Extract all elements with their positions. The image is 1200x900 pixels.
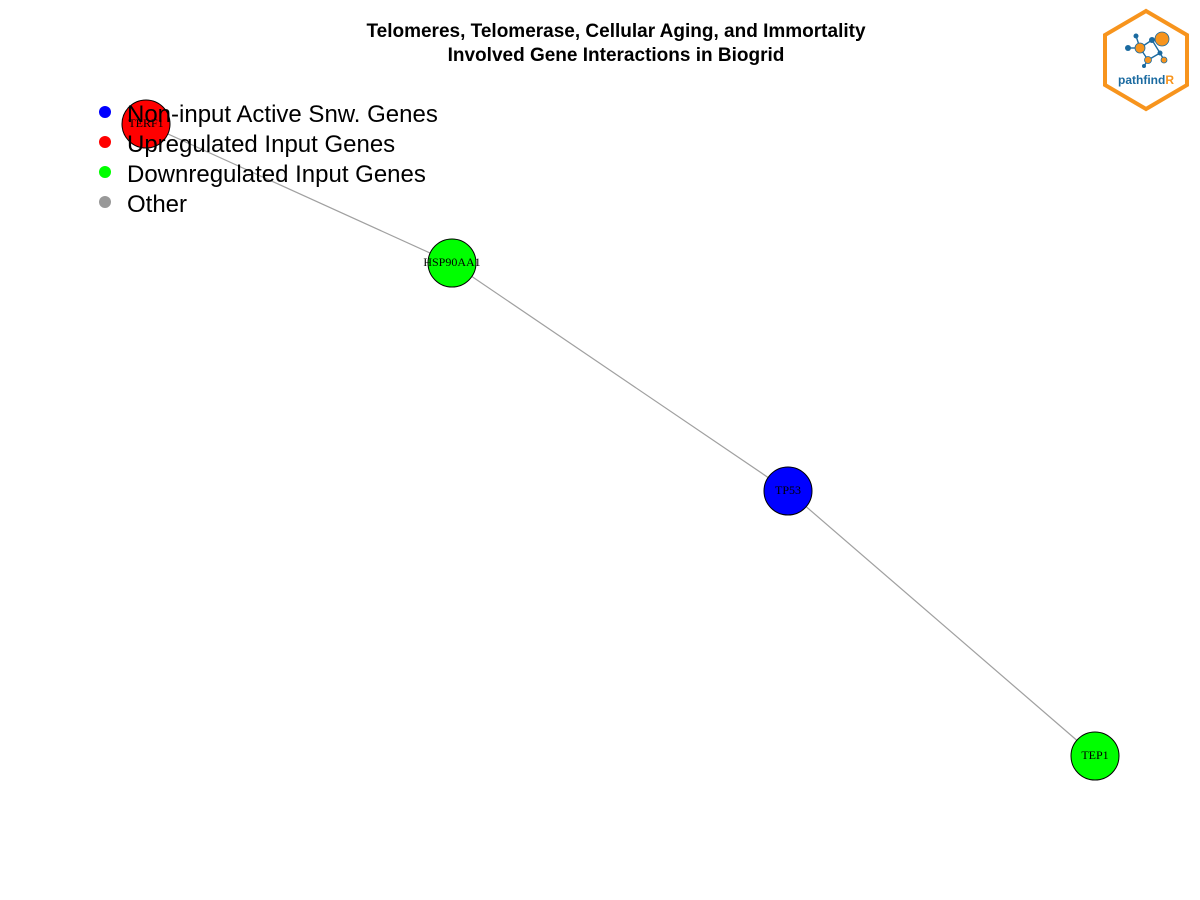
legend-label-non-input-active: Non-input Active Snw. Genes <box>127 101 438 128</box>
legend-item-other: Other <box>96 190 438 220</box>
node-label-tp53: TP53 <box>775 483 801 497</box>
legend-dot-non-input-active <box>99 106 111 118</box>
title-line-1: Telomeres, Telomerase, Cellular Aging, a… <box>366 21 866 42</box>
logo-network-nodes <box>1125 31 1170 68</box>
edge-hsp90aa1-tp53 <box>451 262 789 492</box>
node-label-hsp90aa1: HSP90AA1 <box>423 255 480 269</box>
title-line-2: Involved Gene Interactions in Biogrid <box>447 45 785 66</box>
edge-tp53-tep1 <box>787 490 1096 757</box>
node-label-terf1: TERF1 <box>128 116 163 130</box>
edges-layer <box>145 123 1096 757</box>
logo-wordmark: pathfindR <box>1118 73 1174 87</box>
node-circle-tp53 <box>763 466 813 516</box>
node-circle-hsp90aa1 <box>427 238 477 288</box>
legend-item-upregulated: Upregulated Input Genes <box>96 130 438 160</box>
legend-label-other: Other <box>127 191 188 218</box>
legend-item-downregulated: Downregulated Input Genes <box>96 160 438 190</box>
node-tp53: TP53 <box>763 466 813 516</box>
legend: Non-input Active Snw. Genes Upregulated … <box>96 100 438 220</box>
node-label-tep1: TEP1 <box>1081 748 1108 762</box>
legend-dot-upregulated <box>99 136 111 148</box>
node-hsp90aa1: HSP90AA1 <box>423 238 481 288</box>
node-circle-tep1 <box>1070 731 1120 781</box>
node-tep1: TEP1 <box>1070 731 1120 781</box>
legend-item-non-input-active: Non-input Active Snw. Genes <box>96 100 438 130</box>
pathfindr-logo: pathfindR <box>1103 8 1189 112</box>
legend-dot-downregulated <box>99 166 111 178</box>
edge-terf1-hsp90aa1 <box>145 123 453 264</box>
chart-title: Telomeres, Telomerase, Cellular Aging, a… <box>300 20 932 68</box>
legend-label-upregulated: Upregulated Input Genes <box>127 131 396 158</box>
nodes-layer: TERF1 HSP90AA1 TP53 TEP1 <box>121 99 1120 781</box>
node-circle-terf1 <box>121 99 171 149</box>
legend-dot-other <box>99 196 111 208</box>
legend-label-downregulated: Downregulated Input Genes <box>127 161 426 188</box>
node-terf1: TERF1 <box>121 99 171 149</box>
